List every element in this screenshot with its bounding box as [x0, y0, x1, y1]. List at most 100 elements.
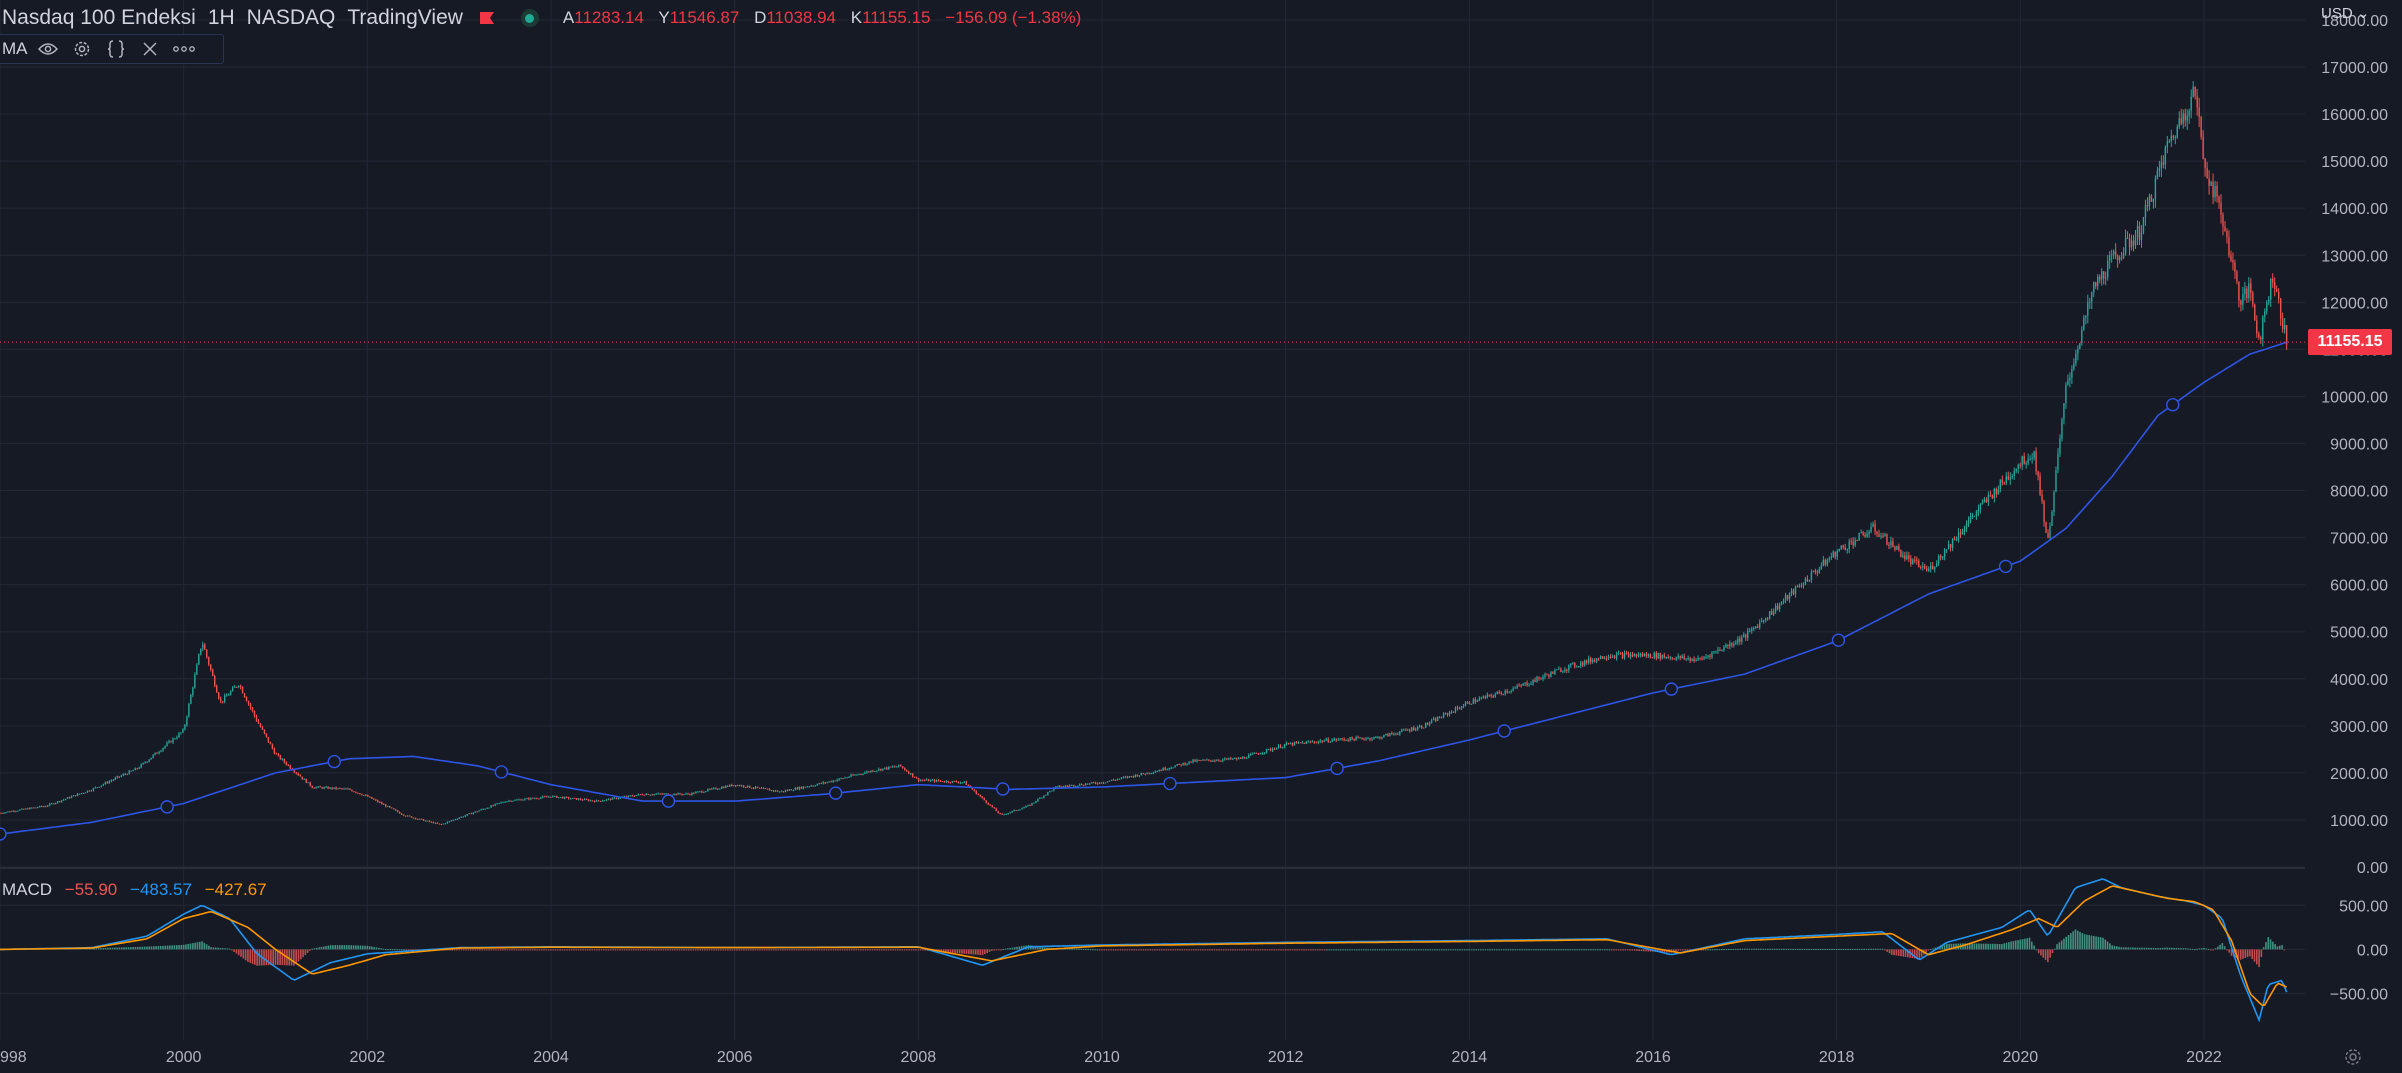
more-icon[interactable] — [172, 37, 196, 61]
source-code-icon[interactable] — [104, 37, 128, 61]
macd-histogram-bar — [850, 949, 853, 951]
macd-histogram-bar — [1119, 949, 1122, 951]
market-status-icon[interactable] — [520, 9, 539, 27]
macd-histogram-bar — [2049, 949, 2051, 958]
candle-body — [470, 813, 472, 815]
macd-histogram-bar — [1078, 948, 1080, 950]
macd-histogram-bar — [1273, 949, 1275, 951]
currency-button[interactable]: USD ⌄ — [2321, 4, 2369, 22]
macd-histogram-bar — [1686, 949, 1689, 951]
candle-body — [66, 797, 69, 799]
candle-body — [140, 764, 142, 768]
settings-icon[interactable] — [70, 37, 94, 61]
macd-histogram-bar — [228, 948, 231, 950]
eye-icon[interactable] — [36, 37, 60, 61]
candle-body — [275, 753, 278, 755]
candle-body — [2067, 380, 2069, 385]
candle-body — [1403, 729, 1405, 731]
macd-histogram-bar — [2184, 948, 2187, 950]
macd-histogram-bar — [1996, 943, 1999, 950]
macd-histogram-bar — [2070, 933, 2072, 950]
candle-body — [1552, 671, 1554, 674]
candle-body — [1015, 810, 1017, 812]
macd-histogram-bar — [559, 949, 561, 951]
macd-histogram-bar — [616, 949, 619, 951]
candle-body — [182, 729, 184, 733]
candle-body — [1138, 775, 1141, 777]
candle-body — [2095, 282, 2097, 287]
indicator-label[interactable]: MA — [2, 39, 28, 58]
candle-body — [1001, 813, 1003, 815]
candle-body — [744, 786, 747, 788]
macd-histogram-bar — [2088, 935, 2090, 950]
macd-histogram-bar — [1167, 949, 1170, 951]
flag-icon[interactable] — [479, 11, 495, 25]
candle-body — [1969, 516, 1972, 521]
candle-body — [1452, 711, 1455, 713]
candle-body — [1896, 546, 1898, 550]
candle-body — [273, 748, 276, 754]
candle-body — [1331, 739, 1333, 742]
candle-body — [1570, 663, 1572, 666]
macd-histogram-bar — [821, 949, 823, 951]
candle-body — [915, 777, 918, 779]
candle-body — [1651, 657, 1654, 659]
candle-body — [1981, 501, 1984, 504]
candle-body — [935, 779, 938, 782]
macd-histogram-bar — [818, 949, 821, 951]
macd-histogram-bar — [1153, 949, 1156, 951]
macd-histogram-bar — [839, 949, 842, 951]
macd-histogram-bar — [235, 949, 238, 954]
macd-histogram-bar — [256, 949, 258, 966]
candle-body — [1530, 683, 1532, 685]
macd-histogram-bar — [2021, 939, 2024, 950]
macd-histogram-bar — [2228, 949, 2231, 953]
candle-body — [850, 774, 852, 777]
candle-body — [1540, 678, 1542, 680]
candle-body — [361, 794, 363, 796]
macd-histogram-bar — [2035, 949, 2038, 951]
macd-histogram-bar — [1234, 949, 1236, 951]
candle-body — [1265, 749, 1268, 753]
candle-body — [1591, 660, 1594, 663]
candle-body — [1190, 761, 1192, 763]
symbol-name[interactable]: Nasdaq 100 Endeksi — [2, 6, 196, 29]
candle-body — [627, 795, 630, 797]
candle-body — [2200, 116, 2202, 137]
candle-body — [1838, 548, 1840, 552]
macd-histogram-bar — [1126, 949, 1129, 951]
macd-histogram-bar — [816, 949, 819, 951]
macd-indicator-name[interactable]: MACD — [2, 880, 53, 899]
time-axis[interactable]: 998 2000 2002 2004 2006 2008 2010 2012 2014 2016 2… — [0, 1049, 2222, 1066]
candle-body — [1289, 743, 1292, 745]
macd-histogram-bar — [1521, 949, 1523, 951]
candle-body — [1991, 495, 1994, 499]
close-icon[interactable] — [138, 37, 162, 61]
candle-body — [1597, 658, 1600, 660]
interval[interactable]: 1H — [207, 6, 235, 29]
candle-body — [365, 795, 367, 797]
macd-histogram-bar — [143, 946, 146, 950]
candle-body — [172, 738, 174, 743]
macd-histogram-bar — [1900, 949, 1902, 957]
chart-settings-gear-icon[interactable] — [2342, 1046, 2364, 1068]
macd-histogram-bar — [1259, 949, 1262, 951]
macd-histogram-bar — [809, 949, 812, 951]
macd-histogram-bar — [469, 949, 472, 951]
candle-body — [496, 803, 498, 805]
macd-histogram-bar — [768, 949, 770, 951]
candle-body — [1673, 658, 1675, 660]
price-axis[interactable]: 0.001000.002000.003000.004000.005000.006… — [2321, 13, 2388, 877]
candle-body — [933, 779, 936, 782]
macd-histogram-bar — [1457, 949, 1459, 951]
candle-body — [613, 797, 616, 799]
candle-body — [975, 790, 977, 795]
macd-axis[interactable]: 500.000.00−500.00 — [2330, 898, 2388, 1003]
candle-body — [1118, 778, 1121, 780]
candle-body — [1349, 737, 1351, 741]
candle-body — [1689, 657, 1691, 661]
candle-body — [235, 686, 238, 688]
macd-histogram-bar — [1679, 949, 1682, 951]
candle-body — [223, 695, 226, 702]
